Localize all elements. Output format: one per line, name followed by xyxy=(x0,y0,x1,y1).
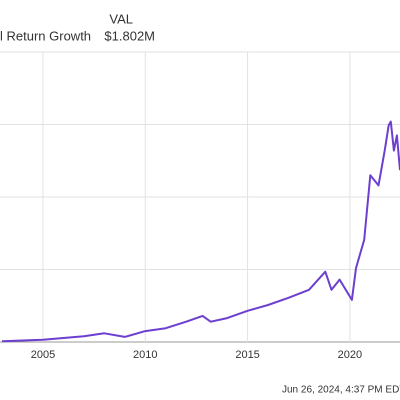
legend-value: $1.802M xyxy=(104,28,155,43)
footer: Jun 26, 2024, 4:37 PM EDT Pow xyxy=(282,385,400,396)
x-tick-label: 2010 xyxy=(133,349,157,361)
x-tick-label: 2020 xyxy=(338,349,362,361)
series-line xyxy=(1,120,400,343)
x-tick-label: 2015 xyxy=(235,349,259,361)
x-tick-label: 2005 xyxy=(31,349,55,361)
legend-title: l Return Growth xyxy=(0,28,91,43)
legend-series-name: VAL xyxy=(109,11,133,26)
